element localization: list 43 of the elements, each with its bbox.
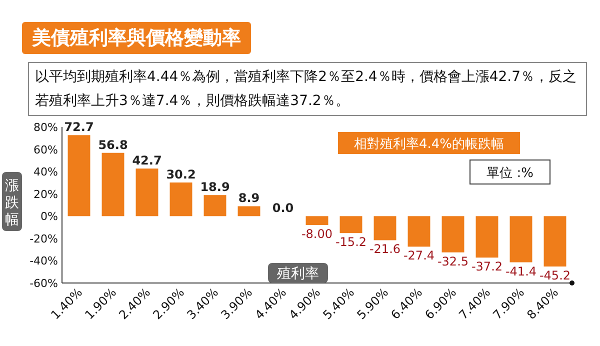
- data-label: 18.9: [200, 180, 230, 194]
- bar: [544, 216, 566, 267]
- bar: [374, 216, 396, 240]
- chart-title: 美債殖利率與價格變動率: [22, 22, 251, 54]
- data-label: -32.5: [437, 254, 469, 268]
- data-label: 30.2: [166, 167, 196, 182]
- bar: [238, 206, 260, 216]
- bar: [170, 182, 192, 216]
- y-axis-title: 漲跌幅: [5, 178, 19, 228]
- data-label: 8.9: [238, 191, 260, 206]
- y-tick-label: 40%: [34, 166, 58, 179]
- data-label: 0.0: [272, 201, 294, 216]
- y-tick-label: -40%: [30, 254, 58, 268]
- data-label: -45.2: [539, 268, 571, 283]
- x-axis-title: 殖利率: [277, 266, 319, 282]
- data-label: 72.7: [64, 120, 94, 134]
- bar: [68, 135, 90, 216]
- y-tick-label: 0%: [40, 210, 58, 224]
- chart-subtitle: 以平均到期殖利率4.44％為例，當殖利率下降2％至2.4％時，價格會上漲42.7％，反之若殖利率上升3％達7.4％，則價格跌幅達37.2％。: [28, 62, 587, 116]
- data-label: 56.8: [98, 138, 128, 152]
- bar: [510, 216, 532, 262]
- data-label: -15.2: [335, 235, 367, 250]
- bar: [442, 216, 464, 252]
- bar: [476, 216, 498, 258]
- data-label: -21.6: [369, 242, 401, 256]
- bar: [102, 152, 124, 216]
- y-tick-label: 20%: [34, 188, 58, 201]
- data-label: -41.4: [505, 264, 537, 278]
- bar: [136, 168, 158, 216]
- bar: [340, 216, 362, 234]
- bar: [204, 195, 226, 216]
- y-tick-label: 80%: [34, 121, 58, 134]
- bar: [408, 216, 430, 247]
- y-tick-label: -60%: [30, 277, 58, 290]
- bar: [306, 216, 328, 226]
- data-label: -27.4: [403, 248, 435, 263]
- y-tick-label: -20%: [30, 232, 58, 246]
- annotation: 相對殖利率4.4%的帳跌幅: [354, 136, 504, 152]
- y-tick-label: 60%: [34, 143, 58, 156]
- data-label: -8.00: [301, 227, 333, 242]
- data-label: 42.7: [132, 154, 162, 168]
- annotation: 單位 :%: [486, 166, 534, 181]
- data-label: -37.2: [471, 260, 503, 274]
